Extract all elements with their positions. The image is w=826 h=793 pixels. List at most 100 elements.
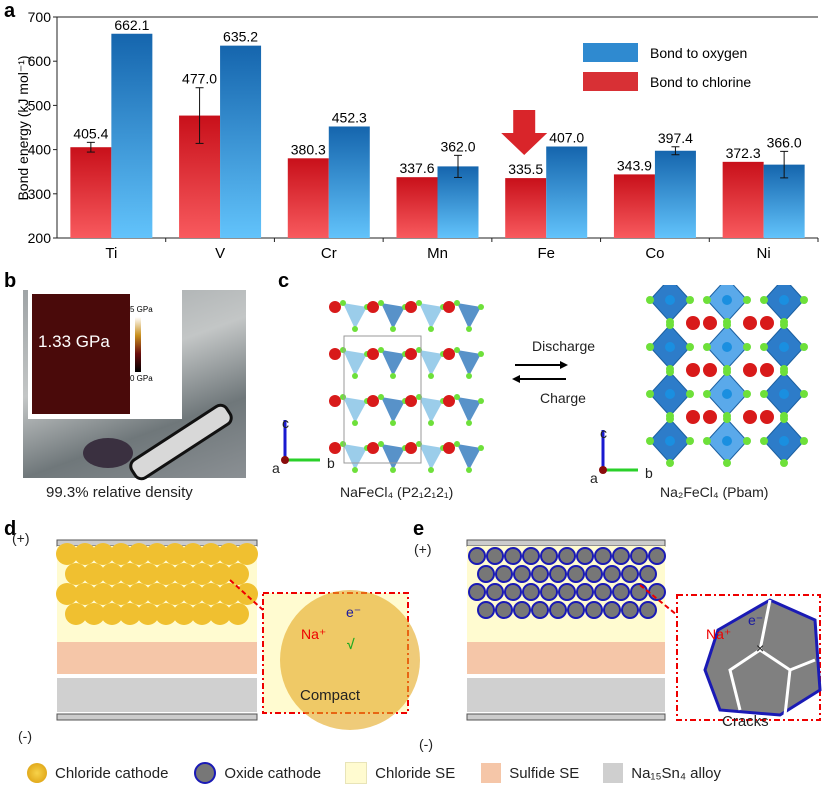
na-atom [443, 395, 455, 407]
bar-oxygen [220, 45, 262, 238]
chloride-particle [236, 583, 258, 605]
chloride-particle [74, 583, 96, 605]
compact-caption: Compact [300, 687, 361, 704]
tetrahedron [419, 350, 443, 376]
cl-atom [466, 420, 472, 426]
cl-atom [478, 445, 484, 451]
oxide-particle [495, 601, 513, 619]
chloride-particle [65, 563, 87, 585]
e-minus: (-) [419, 736, 433, 752]
cl-atom [378, 347, 384, 353]
chloride-se-swatch [345, 762, 368, 784]
fe-atom [665, 342, 675, 352]
sulfide-se-layer [57, 642, 257, 674]
cl-atom [454, 394, 460, 400]
e-ion: Na⁺ [706, 626, 732, 642]
na-atom [703, 410, 717, 424]
data-label: 477.0 [182, 71, 217, 87]
axis-b-label: b [327, 455, 335, 471]
oxide-particle [549, 601, 567, 619]
oxide-particle [594, 583, 612, 601]
chloride-particle [128, 543, 150, 565]
na-atom [443, 348, 455, 360]
oxide-particle [486, 583, 504, 601]
cl-atom [723, 368, 731, 376]
data-label: 407.0 [549, 130, 584, 146]
na-atom [443, 301, 455, 313]
cl-atom [454, 347, 460, 353]
cl-atom [390, 467, 396, 473]
modulus-value: 1.33 GPa [38, 332, 110, 351]
cl-atom [780, 321, 788, 329]
tetrahedron [343, 303, 367, 329]
data-label: 452.3 [332, 109, 367, 125]
axis-a-label-2: a [590, 470, 598, 486]
bond-energy-chart: 200 300 400 500 600 700 Bond energy (kJ mol⁻¹)… [15, 9, 819, 262]
y-axis-label: Bond energy (kJ mol⁻¹) [15, 55, 31, 200]
x-tick-label: Mn [427, 245, 448, 262]
cl-atom [352, 467, 358, 473]
panel-label-b: b [4, 270, 17, 292]
bar-oxygen [111, 33, 153, 238]
y-tick-label: 300 [28, 186, 52, 202]
chloride-particle [83, 563, 105, 585]
x-tick-label: Fe [537, 245, 555, 262]
legend-label: Bond to chlorine [650, 74, 751, 90]
na-atom [443, 442, 455, 454]
e-cross: × [756, 640, 765, 656]
cl-atom [703, 390, 711, 398]
chloride-particle [101, 563, 123, 585]
particle-zoom-d [280, 590, 420, 730]
chloride-particle [218, 543, 240, 565]
fe-atom [722, 436, 732, 446]
oxide-particle [558, 583, 576, 601]
chloride-particle [137, 563, 159, 585]
chloride-particle [92, 543, 114, 565]
cl-atom [466, 326, 472, 332]
fe-atom [722, 295, 732, 305]
fe-atom [722, 389, 732, 399]
d-minus: (-) [18, 728, 32, 744]
cl-atom [428, 467, 434, 473]
chloride-particle [155, 563, 177, 585]
y-tick-label: 600 [28, 53, 52, 69]
na-atom [405, 395, 417, 407]
e-plus: (+) [414, 541, 432, 557]
x-tick-label: Cr [321, 245, 337, 262]
chloride-particle [65, 603, 87, 625]
scale-min: 0 GPa [130, 374, 153, 383]
panel-label-a: a [4, 0, 16, 22]
oxide-particle [648, 547, 666, 565]
fe-atom [665, 295, 675, 305]
data-label: 380.3 [291, 141, 326, 157]
na-atom [329, 395, 341, 407]
oxide-particle [504, 583, 522, 601]
current-collector-bottom [56, 713, 258, 721]
data-label: 362.0 [440, 138, 475, 154]
y-tick-label: 700 [28, 9, 52, 25]
panel-label-d: d [4, 518, 17, 540]
tetrahedron [419, 397, 443, 423]
cl-atom [340, 441, 346, 447]
na-atom [367, 395, 379, 407]
data-label: 397.4 [658, 130, 693, 146]
na-atom [329, 442, 341, 454]
cl-atom [666, 321, 674, 329]
na-atom [405, 442, 417, 454]
oxide-particle [540, 583, 558, 601]
cl-atom [666, 368, 674, 376]
scale-max: 5 GPa [130, 305, 153, 314]
cl-atom [390, 326, 396, 332]
cl-atom [703, 296, 711, 304]
chloride-particle [209, 603, 231, 625]
oxide-particle [648, 583, 666, 601]
na-atom [329, 348, 341, 360]
oxide-particle [576, 547, 594, 565]
pellet-photo: 1.33 GPa 5 GPa 0 GPa [23, 290, 246, 484]
cl-atom [646, 390, 654, 398]
axis-b-label-2: b [645, 465, 653, 481]
tetrahedron [457, 444, 481, 470]
cl-atom [378, 300, 384, 306]
na-atom [367, 442, 379, 454]
legend-swatch [583, 72, 638, 91]
